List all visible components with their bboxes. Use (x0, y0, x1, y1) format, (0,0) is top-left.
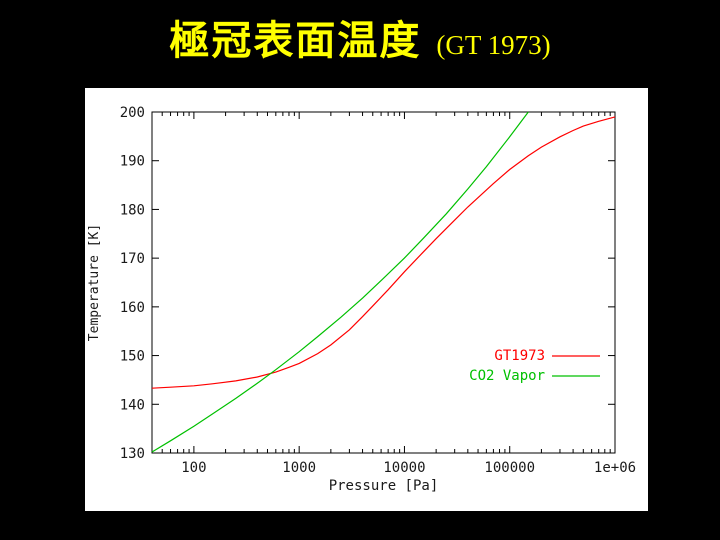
y-axis-title: Temperature [K] (87, 224, 102, 341)
y-axis-tick-label: 180 (120, 202, 145, 218)
plot-panel: 100 1000 10000 100000 1e+06 130 140 150 160 170 18… (85, 88, 648, 511)
x-axis-tick-label: 1000 (282, 460, 316, 476)
y-axis-tick-label: 150 (120, 349, 145, 365)
y-axis-tick-label: 170 (120, 251, 145, 267)
x-axis-tick-label: 1e+06 (594, 460, 636, 476)
series-line-co2-vapor (151, 111, 529, 453)
y-axis-tick-label: 160 (120, 300, 145, 316)
x-axis-tick-label: 100 (181, 460, 206, 476)
y-axis-tick-label: 130 (120, 446, 145, 462)
slide-title: 極冠表面温度 (GT 1973) (0, 8, 720, 66)
legend-label: GT1973 (494, 348, 545, 364)
series-line-gt1973 (151, 116, 616, 389)
x-axis-tick-label: 100000 (484, 460, 535, 476)
y-axis-tick-label: 200 (120, 105, 145, 121)
plot-frame (151, 111, 616, 454)
title-suffix-text: (GT 1973) (436, 30, 551, 60)
title-main-text: 極冠表面温度 (169, 18, 422, 64)
x-axis-tick-label: 10000 (383, 460, 425, 476)
legend-label: CO2 Vapor (469, 368, 545, 384)
temperature-pressure-chart: 100 1000 10000 100000 1e+06 130 140 150 160 170 18… (87, 105, 636, 494)
y-axis-tick-label: 190 (120, 154, 145, 170)
y-axis-tick-label: 140 (120, 397, 145, 413)
x-axis-title: Pressure [Pa] (329, 478, 439, 494)
